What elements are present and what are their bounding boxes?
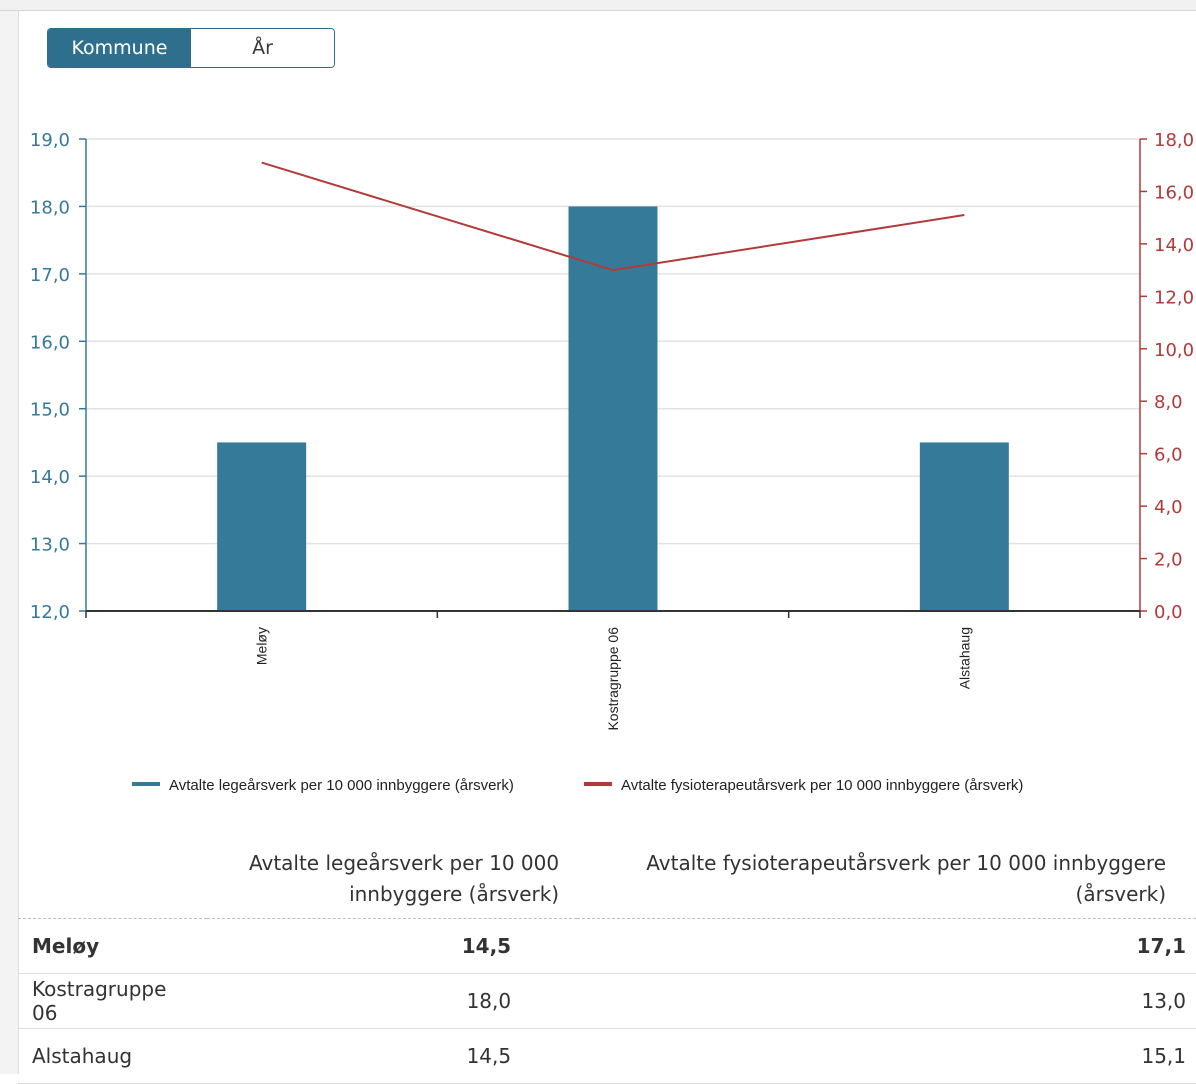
table-row: Kostragruppe 06 18,0 13,0 (18, 973, 1196, 1029)
data-table: Avtalte legeårsverk per 10 000 innbygger… (18, 842, 1196, 1084)
row-name: Alstahaug (18, 1028, 208, 1084)
legend-label-fysio: Avtalte fysioterapeutårsverk per 10 000 … (621, 777, 1023, 794)
bar (568, 206, 658, 611)
row-lege-value: 18,0 (207, 973, 578, 1029)
row-fysio-value: 17,1 (577, 918, 1196, 974)
left-axis-tick-label: 13,0 (30, 535, 70, 556)
left-gutter (0, 11, 19, 1074)
combo-chart: 12,0 13,0 14,0 15,0 16,0 17,0 18,0 19,0 0,0 2,0 4,… (30, 130, 1194, 794)
row-fysio-value: 13,0 (577, 973, 1196, 1029)
row-name: Kostragruppe 06 (18, 973, 208, 1029)
right-axis-tick-label: 6,0 (1154, 445, 1183, 466)
bar (217, 442, 307, 611)
left-axis-tick-label: 18,0 (30, 197, 70, 218)
category-label: Kostragruppe 06 (605, 627, 621, 731)
right-axis-tick-label: 14,0 (1154, 235, 1194, 256)
table-header-fysio: Avtalte fysioterapeutårsverk per 10 000 … (577, 842, 1196, 919)
row-lege-value: 14,5 (207, 1028, 578, 1084)
category-label: Alstahaug (956, 627, 972, 689)
left-axis-tick-label: 19,0 (30, 130, 70, 151)
right-axis-tick-label: 8,0 (1154, 392, 1183, 413)
right-axis-tick-label: 12,0 (1154, 287, 1194, 308)
row-lege-value: 14,5 (207, 918, 578, 974)
left-axis-tick-label: 15,0 (30, 400, 70, 421)
bar (919, 442, 1009, 611)
category-label: Meløy (254, 627, 270, 665)
toggle-kommune[interactable]: Kommune (48, 29, 191, 67)
right-axis-tick-label: 0,0 (1154, 602, 1183, 623)
table-header-row: Avtalte legeårsverk per 10 000 innbygger… (18, 842, 1196, 919)
left-axis-tick-label: 12,0 (30, 602, 70, 623)
table-header-category (18, 842, 208, 919)
table-row: Alstahaug 14,5 15,1 (18, 1028, 1196, 1084)
left-axis-tick-label: 14,0 (30, 467, 70, 488)
table-row: Meløy 14,5 17,1 (18, 918, 1196, 974)
right-axis-tick-label: 4,0 (1154, 497, 1183, 518)
right-axis-tick-label: 18,0 (1154, 130, 1194, 151)
legend-label-lege: Avtalte legeårsverk per 10 000 innbygger… (169, 777, 514, 794)
top-bar (0, 0, 1196, 11)
right-axis-tick-label: 10,0 (1154, 340, 1194, 361)
left-axis-tick-label: 16,0 (30, 332, 70, 353)
right-axis-tick-label: 16,0 (1154, 182, 1194, 203)
row-fysio-value: 15,1 (577, 1028, 1196, 1084)
table-header-lege: Avtalte legeårsverk per 10 000 innbygger… (207, 842, 578, 919)
line-series (261, 161, 965, 272)
view-toggle: Kommune År (47, 28, 335, 68)
row-name: Meløy (18, 918, 208, 974)
toggle-ar[interactable]: År (191, 29, 334, 67)
left-axis-tick-label: 17,0 (30, 265, 70, 286)
right-axis-tick-label: 2,0 (1154, 550, 1183, 571)
